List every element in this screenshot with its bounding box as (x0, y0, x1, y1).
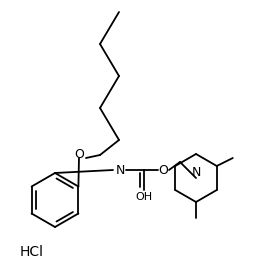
Text: O: O (158, 163, 168, 177)
Text: HCl: HCl (20, 245, 44, 259)
Text: O: O (74, 148, 84, 160)
Text: OH: OH (135, 192, 153, 202)
Text: N: N (191, 167, 201, 180)
Text: N: N (115, 163, 125, 177)
